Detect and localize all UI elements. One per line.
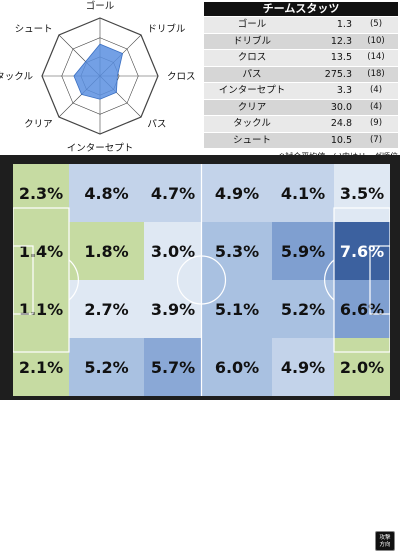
heatmap-cell: 3.9% bbox=[144, 280, 202, 338]
stat-name: パス bbox=[242, 68, 262, 80]
heatmap-cell: 2.7% bbox=[69, 280, 144, 338]
radar-axis-label: ドリブル bbox=[147, 23, 186, 35]
stat-value: 3.3 bbox=[336, 85, 352, 96]
stat-row-shoot: シュート 10.5 (7) bbox=[204, 132, 398, 148]
heatmap-cell: 2.1% bbox=[13, 338, 69, 396]
stat-name: ドリブル bbox=[232, 35, 271, 47]
heatmap-cell: 4.9% bbox=[202, 164, 272, 222]
stat-row-goal: ゴール 1.3 (5) bbox=[204, 17, 398, 33]
stat-rank: (10) bbox=[367, 35, 385, 46]
radar-axis-label: インターセプト bbox=[67, 143, 134, 154]
heatmap-cell: 2.3% bbox=[13, 164, 69, 222]
stat-rank: (5) bbox=[369, 19, 383, 29]
stat-value: 24.8 bbox=[330, 118, 352, 129]
stat-name: インターセプト bbox=[218, 85, 286, 96]
attack-direction-label: 方向 bbox=[379, 541, 391, 548]
stat-value: 10.5 bbox=[330, 134, 352, 146]
stat-rank: (14) bbox=[367, 52, 385, 62]
heatmap-cell: 4.8% bbox=[69, 164, 144, 222]
heatmap-cell: 6.0% bbox=[202, 338, 272, 396]
heatmap-cell: 7.6% bbox=[334, 222, 390, 280]
stat-row-clear: クリア 30.0 (4) bbox=[204, 99, 398, 115]
heatmap-cell: 5.2% bbox=[272, 280, 334, 338]
stat-row-cross: クロス 13.5 (14) bbox=[204, 50, 398, 66]
stat-rank: (18) bbox=[367, 68, 385, 79]
heatmap-cell: 1.8% bbox=[69, 222, 144, 280]
radar-axis-label: パス bbox=[147, 119, 166, 130]
stat-value: 30.0 bbox=[330, 101, 352, 113]
stat-rank: (9) bbox=[369, 118, 383, 128]
team-stats-title: チームスタッツ bbox=[204, 2, 398, 16]
stat-row-intercept: インターセプト 3.3 (4) bbox=[204, 83, 398, 99]
radar-axis-label: タックル bbox=[0, 72, 33, 83]
stat-rank: (4) bbox=[369, 101, 383, 112]
stat-name: ゴール bbox=[237, 19, 267, 30]
heatmap-cell: 5.3% bbox=[202, 222, 272, 280]
heatmap-cell: 4.1% bbox=[272, 164, 334, 222]
stat-row-dribble: ドリブル 12.3 (10) bbox=[204, 33, 398, 49]
stat-name: クリア bbox=[237, 101, 267, 113]
radar-axis-label: クリア bbox=[24, 119, 53, 130]
stat-row-tackle: タックル 24.8 (9) bbox=[204, 116, 398, 132]
heatmap-cell: 1.4% bbox=[13, 222, 69, 280]
stat-rank: (7) bbox=[369, 134, 383, 145]
heatmap-cell: 2.0% bbox=[334, 338, 390, 396]
heatmap-cell: 5.2% bbox=[69, 338, 144, 396]
stat-value: 12.3 bbox=[330, 35, 352, 47]
team-stats-panel: チームスタッツ ゴール 1.3 (5) ドリブル 12.3 (10) クロス 1… bbox=[204, 2, 398, 162]
attack-direction-badge: 攻撃 方向 bbox=[375, 531, 395, 551]
radar-data-area bbox=[73, 43, 124, 100]
stat-rank: (4) bbox=[369, 85, 383, 95]
heatmap-cell: 4.9% bbox=[272, 338, 334, 396]
stat-name: シュート bbox=[232, 134, 271, 146]
pitch-heatmap: 2.3% 4.8% 4.7% 4.9% 4.1% 3.5% 1.4% 1.8% 3.0% 5.3%… bbox=[0, 155, 400, 551]
stat-value: 13.5 bbox=[330, 52, 352, 63]
heatmap-cell: 5.1% bbox=[202, 280, 272, 338]
stat-name: クロス bbox=[237, 52, 267, 63]
heatmap-cell: 5.9% bbox=[272, 222, 334, 280]
stat-value: 275.3 bbox=[324, 68, 352, 80]
heatmap-cell: 1.1% bbox=[13, 280, 69, 338]
stat-row-pass: パス 275.3 (18) bbox=[204, 66, 398, 82]
heatmap-cell: 3.0% bbox=[144, 222, 202, 280]
stat-name: タックル bbox=[233, 118, 271, 129]
heatmap-grid: 2.3% 4.8% 4.7% 4.9% 4.1% 3.5% 1.4% 1.8% 3.0% 5.3%… bbox=[13, 164, 390, 396]
heatmap-cell: 4.7% bbox=[144, 164, 202, 222]
radar-axis-label: ゴール bbox=[86, 0, 115, 12]
heatmap-cell: 6.6% bbox=[334, 280, 390, 338]
radar-axis-label: クロス bbox=[167, 72, 196, 83]
heatmap-cell: 3.5% bbox=[334, 164, 390, 222]
heatmap-cell: 5.7% bbox=[144, 338, 202, 396]
radar-axis-label: シュート bbox=[15, 24, 53, 35]
stat-value: 1.3 bbox=[336, 19, 352, 30]
